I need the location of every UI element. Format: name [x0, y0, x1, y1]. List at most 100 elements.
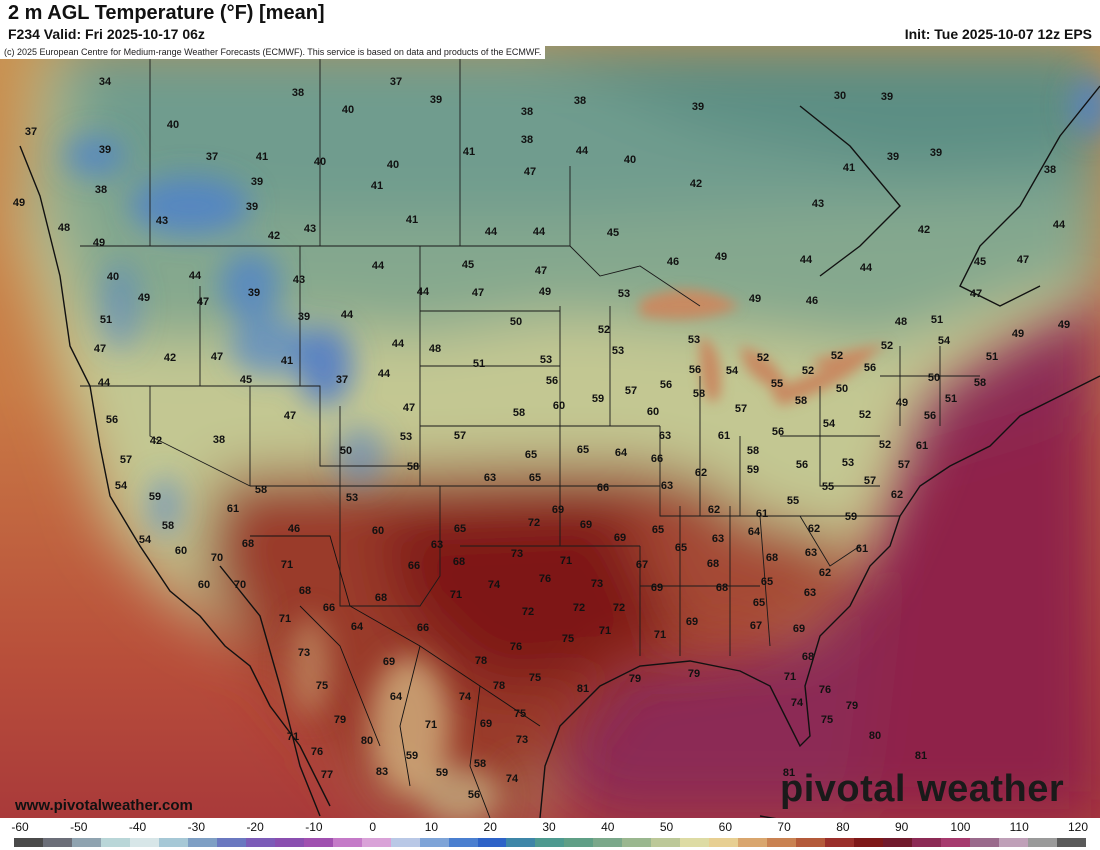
great-lakes	[640, 289, 890, 406]
temperature-value: 43	[303, 223, 317, 235]
temperature-value: 72	[612, 602, 626, 614]
temperature-value: 58	[161, 520, 175, 532]
temperature-value: 63	[658, 430, 672, 442]
temperature-value: 61	[855, 543, 869, 555]
colorbar-tick-label: 40	[601, 820, 615, 834]
temperature-value: 44	[1052, 219, 1066, 231]
temperature-value: 47	[523, 166, 537, 178]
temperature-value: 52	[597, 324, 611, 336]
temperature-value: 66	[322, 602, 336, 614]
temperature-value: 59	[435, 767, 449, 779]
temperature-value: 51	[472, 358, 486, 370]
temperature-value: 75	[561, 633, 575, 645]
temperature-value: 44	[532, 226, 546, 238]
temperature-value: 38	[520, 134, 534, 146]
temperature-value: 61	[226, 503, 240, 515]
temperature-value: 38	[573, 95, 587, 107]
temperature-map[interactable]: 34 38 37 40 39 38 38 39 30 39 37 40 39 37 41 40 40 41 38 44…	[0, 46, 1100, 818]
temperature-value: 65	[453, 523, 467, 535]
land-temperature	[20, 46, 1100, 818]
temperature-value: 62	[890, 489, 904, 501]
temperature-value: 37	[389, 76, 403, 88]
temperature-value: 44	[371, 260, 385, 272]
colorbar-swatch	[332, 838, 362, 847]
temperature-value: 57	[897, 459, 911, 471]
colorbar-swatch	[303, 838, 333, 847]
colorbar-swatch	[854, 838, 884, 847]
temperature-value: 38	[1043, 164, 1057, 176]
temperature-value: 59	[844, 511, 858, 523]
temperature-value: 71	[280, 559, 294, 571]
temperature-value: 69	[551, 504, 565, 516]
colorbar-tick-label: 0	[369, 820, 376, 834]
temperature-value: 64	[350, 621, 364, 633]
temperature-value: 39	[691, 101, 705, 113]
colorbar-strip	[14, 838, 1086, 847]
temperature-value: 41	[280, 355, 294, 367]
temperature-value: 69	[792, 623, 806, 635]
temperature-value: 75	[820, 714, 834, 726]
temperature-value: 43	[155, 215, 169, 227]
temperature-value: 73	[297, 647, 311, 659]
colorbar-swatch	[969, 838, 999, 847]
temperature-value: 75	[315, 680, 329, 692]
state-borders	[80, 46, 980, 656]
colorbar-swatch	[1056, 838, 1086, 847]
temperature-value: 39	[245, 201, 259, 213]
copyright-notice: (c) 2025 European Centre for Medium-rang…	[0, 46, 546, 59]
temperature-value: 55	[786, 495, 800, 507]
temperature-value: 72	[572, 602, 586, 614]
map-title: 2 m AGL Temperature (°F) [mean]	[8, 2, 325, 24]
temperature-value: 68	[452, 556, 466, 568]
rocky-mountains-cold	[65, 76, 1100, 536]
temperature-value: 58	[973, 377, 987, 389]
temperature-value: 46	[805, 295, 819, 307]
temperature-value: 50	[835, 383, 849, 395]
temperature-value: 49	[137, 292, 151, 304]
colorbar-swatch	[738, 838, 768, 847]
colorbar-swatch	[709, 838, 739, 847]
temperature-value: 72	[521, 606, 535, 618]
temperature-value: 42	[163, 352, 177, 364]
temperature-value: 65	[576, 444, 590, 456]
colorbar-swatch	[506, 838, 536, 847]
colorbar-swatch	[129, 838, 159, 847]
colorbar-tick-label: -60	[11, 820, 29, 834]
temperature-value: 39	[247, 287, 261, 299]
temperature-value: 74	[505, 773, 519, 785]
temperature-value: 71	[286, 731, 300, 743]
temperature-value: 71	[559, 555, 573, 567]
coastlines	[19, 85, 1100, 818]
temperature-value: 62	[807, 523, 821, 535]
temperature-value: 75	[513, 708, 527, 720]
temperature-value: 79	[628, 673, 642, 685]
colorbar-tick-label: 30	[542, 820, 556, 834]
temperature-value: 67	[749, 620, 763, 632]
temperature-value: 47	[969, 288, 983, 300]
temperature-value: 81	[782, 767, 796, 779]
temperature-value: 39	[886, 151, 900, 163]
temperature-value: 40	[106, 271, 120, 283]
temperature-value: 79	[333, 714, 347, 726]
temperature-value: 71	[278, 613, 292, 625]
temperature-value: 65	[760, 576, 774, 588]
temperature-value: 81	[914, 750, 928, 762]
temperature-value: 65	[752, 597, 766, 609]
temperature-value: 66	[407, 560, 421, 572]
colorbar-swatch	[245, 838, 275, 847]
colorbar-swatch	[100, 838, 130, 847]
temperature-value: 61	[717, 430, 731, 442]
temperature-value: 40	[313, 156, 327, 168]
colorbar-swatch	[998, 838, 1028, 847]
colorbar-swatch	[42, 838, 72, 847]
temperature-value: 57	[624, 385, 638, 397]
temperature-value: 60	[646, 406, 660, 418]
temperature-value: 52	[830, 350, 844, 362]
colorbar-swatch	[477, 838, 507, 847]
temperature-value: 74	[487, 579, 501, 591]
colorbar-swatch	[651, 838, 681, 847]
temperature-value: 53	[617, 288, 631, 300]
website-link[interactable]: www.pivotalweather.com	[15, 797, 193, 814]
temperature-value: 70	[233, 579, 247, 591]
temperature-value: 79	[687, 668, 701, 680]
